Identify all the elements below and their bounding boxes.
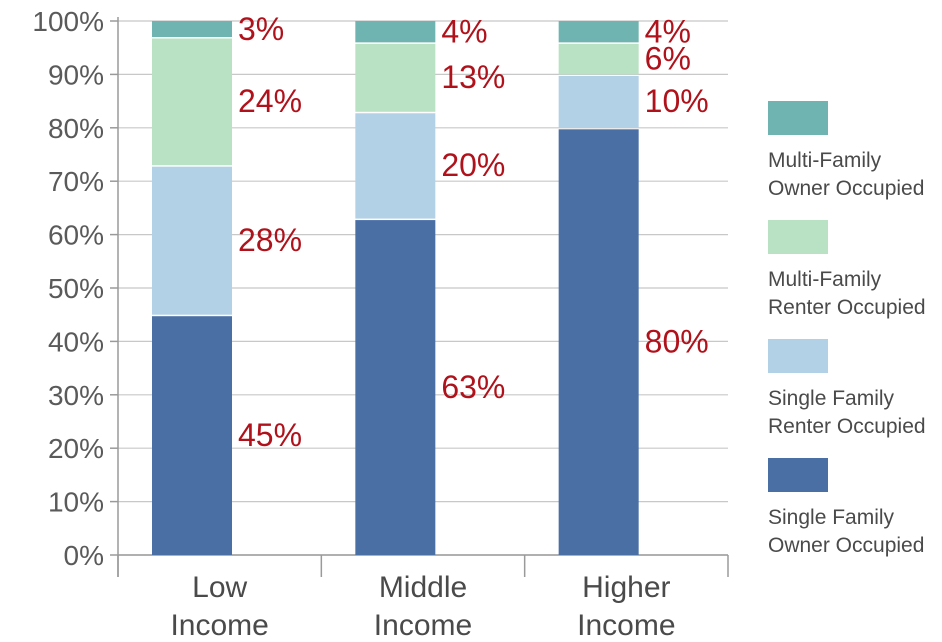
bar-segment <box>355 113 436 219</box>
data-label: 45% <box>238 417 302 453</box>
data-label: 10% <box>645 83 709 119</box>
bar-segment <box>355 21 436 43</box>
bar-segment <box>558 43 639 75</box>
y-axis: 0% 10% 20% 30% 40% 50% 60% 70% 80% 90% 100% <box>32 6 119 577</box>
data-label: 20% <box>441 147 505 183</box>
bar-segment <box>355 220 436 555</box>
bar-segment <box>152 38 232 166</box>
bar-segment <box>558 75 639 128</box>
data-label: 80% <box>645 323 709 359</box>
data-label: 63% <box>441 369 505 405</box>
legend-label: Single Family <box>768 387 895 410</box>
legend-label: Owner Occupied <box>768 534 924 557</box>
data-label: 6% <box>645 40 691 76</box>
data-label: 4% <box>441 14 487 50</box>
y-tick-label: 0% <box>64 540 104 571</box>
data-label: 4% <box>645 14 691 50</box>
legend-label: Renter Occupied <box>768 415 926 438</box>
x-category-label: Low <box>192 571 247 604</box>
x-category-label: Middle <box>379 571 467 604</box>
legend-swatch <box>768 458 828 492</box>
y-tick-label: 20% <box>48 433 104 464</box>
data-label: 28% <box>238 222 302 258</box>
y-tick-label: 50% <box>48 273 104 304</box>
bar-segment <box>558 21 639 43</box>
x-category-label: Income <box>577 609 675 642</box>
y-tick-label: 30% <box>48 380 104 411</box>
legend-swatch <box>768 339 828 373</box>
y-tick-label: 90% <box>48 59 104 90</box>
y-tick-label: 40% <box>48 326 104 357</box>
legend-label: Single Family <box>768 506 895 529</box>
bars <box>152 21 639 556</box>
x-axis: Low Income Middle Income Higher Income <box>117 554 729 642</box>
data-label: 13% <box>441 59 505 95</box>
legend-label: Multi-Family <box>768 268 882 291</box>
legend-label: Multi-Family <box>768 149 882 172</box>
y-tick-label: 80% <box>48 113 104 144</box>
legend: Multi-Family Owner Occupied Multi-Family Re… <box>768 101 926 557</box>
y-tick-label: 10% <box>48 487 104 518</box>
bar-segment <box>152 21 232 38</box>
y-tick-label: 60% <box>48 220 104 251</box>
x-category-label: Income <box>374 609 472 642</box>
bar-segment <box>152 166 232 315</box>
y-tick-label: 70% <box>48 166 104 197</box>
bar-segment <box>152 316 232 555</box>
legend-swatch <box>768 101 828 135</box>
legend-label: Owner Occupied <box>768 177 924 200</box>
data-labels: 45%28%24%3%63%20%13%4%80%10%6%4% <box>238 11 709 453</box>
bar-segment <box>558 129 639 556</box>
bar-segment <box>355 43 436 112</box>
legend-label: Renter Occupied <box>768 296 926 319</box>
y-tick-label: 100% <box>32 6 104 37</box>
data-label: 24% <box>238 83 302 119</box>
x-category-label: Higher <box>582 571 670 604</box>
x-category-label: Income <box>170 609 268 642</box>
data-label: 3% <box>238 11 284 47</box>
legend-swatch <box>768 220 828 254</box>
